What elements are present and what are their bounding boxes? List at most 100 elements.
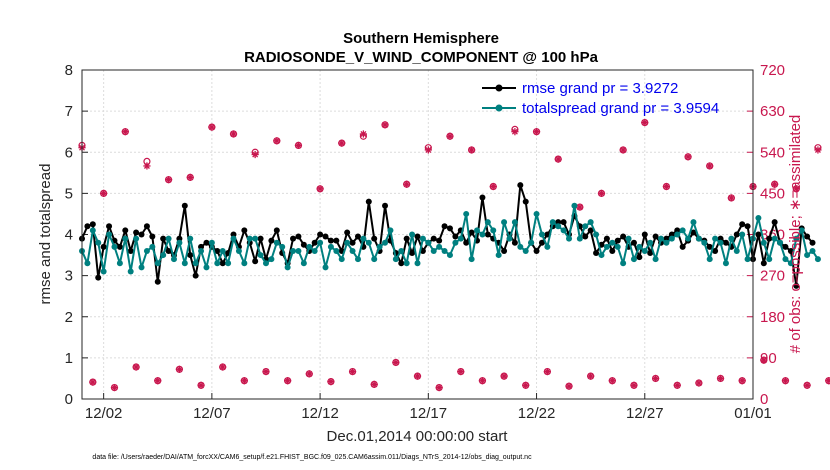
plot-frame xyxy=(81,69,754,400)
obs-assimilated-point xyxy=(597,189,606,197)
totalspread-point xyxy=(246,235,253,242)
rmse-point xyxy=(479,194,486,201)
totalspread-point xyxy=(782,256,789,263)
totalspread-point xyxy=(154,260,161,267)
rmse-point xyxy=(804,233,811,240)
totalspread-point xyxy=(582,223,589,230)
rmse-point xyxy=(468,229,475,236)
totalspread-point xyxy=(771,235,778,242)
rmse-point xyxy=(127,247,134,254)
series-lines xyxy=(79,182,821,289)
y-tick-label: 4 xyxy=(65,227,73,244)
obs-assimilated-point xyxy=(435,383,443,392)
rmse-point xyxy=(371,235,378,242)
obs-assimilated-point xyxy=(338,139,346,147)
y-tick-label: 0 xyxy=(65,391,73,408)
totalspread-point xyxy=(149,243,156,250)
rmse-point xyxy=(484,231,491,238)
obs-assimilated-point xyxy=(814,146,822,154)
obs-assimilated-point xyxy=(781,377,790,385)
totalspread-point xyxy=(593,231,600,238)
totalspread-point xyxy=(560,227,567,234)
obs-assimilated-point xyxy=(143,162,151,170)
legend-spread-label: totalspread grand pr = 3.9594 xyxy=(522,100,719,117)
rmse-point xyxy=(84,223,91,230)
obs-assimilated-point xyxy=(208,123,216,131)
totalspread-point xyxy=(160,252,167,259)
rmse-point xyxy=(138,231,145,238)
obs-assimilated-point xyxy=(532,128,541,136)
rmse-point xyxy=(430,235,437,242)
totalspread-point xyxy=(430,247,437,254)
totalspread-point xyxy=(241,260,248,267)
obs-assimilated-point xyxy=(792,185,800,193)
rmse-point xyxy=(160,235,167,242)
y-tick-label: 5 xyxy=(65,185,73,202)
totalspread-point xyxy=(279,243,286,250)
rmse-point xyxy=(333,237,340,244)
obs-assimilated-point xyxy=(316,185,324,193)
totalspread-point xyxy=(284,264,291,271)
obs-assimilated-point xyxy=(695,379,703,387)
x-axis-label: Dec.01,2014 00:00:00 start xyxy=(327,428,509,445)
totalspread-point xyxy=(511,219,518,226)
totalspread-point xyxy=(354,256,361,263)
obs-assimilated-point xyxy=(500,372,508,380)
totalspread-point xyxy=(419,235,426,242)
totalspread-point xyxy=(641,247,648,254)
rmse-point xyxy=(636,254,643,261)
obs-assimilated-point xyxy=(273,137,281,145)
obs-assimilated-point xyxy=(576,203,584,211)
totalspread-point xyxy=(787,260,794,267)
rmse-point xyxy=(176,235,183,242)
rmse-point xyxy=(252,258,259,265)
obs-assimilated-point xyxy=(121,128,129,136)
totalspread-point xyxy=(598,252,605,259)
totalspread-point xyxy=(170,256,177,263)
totalspread-point xyxy=(322,264,329,271)
totalspread-point xyxy=(116,260,123,267)
totalspread-point xyxy=(474,227,481,234)
y-right-tick-label: 0 xyxy=(760,391,768,408)
totalspread-point xyxy=(555,223,562,230)
totalspread-point xyxy=(620,260,627,267)
totalspread-point xyxy=(382,239,389,246)
totalspread-point xyxy=(95,239,102,246)
obs-assimilated-point xyxy=(554,155,562,163)
totalspread-point xyxy=(717,239,724,246)
totalspread-point xyxy=(403,260,410,267)
obs-assimilated-point xyxy=(760,356,768,364)
totalspread-point xyxy=(311,247,318,254)
obs-assimilated-point xyxy=(478,377,487,385)
totalspread-point xyxy=(192,260,199,267)
rmse-point xyxy=(517,182,524,189)
obs-assimilated-point xyxy=(284,377,292,385)
rmse-point xyxy=(739,221,746,228)
totalspread-point xyxy=(679,227,686,234)
totalspread-point xyxy=(668,235,675,242)
y-tick-label: 1 xyxy=(65,350,73,367)
rmse-point xyxy=(317,231,324,238)
obs-assimilated-point xyxy=(684,153,692,161)
rmse-point xyxy=(744,223,751,230)
rmse-point xyxy=(322,233,329,240)
totalspread-point xyxy=(122,235,129,242)
rmse-point xyxy=(268,237,275,244)
totalspread-point xyxy=(528,239,535,246)
rmse-point xyxy=(165,247,172,254)
obs-assimilated-point xyxy=(727,194,735,202)
rmse-point xyxy=(560,219,567,226)
rmse-point xyxy=(198,243,205,250)
obs-assimilated-point xyxy=(381,121,389,129)
y-right-tick-label: 630 xyxy=(760,103,785,120)
rmse-point xyxy=(679,243,686,250)
totalspread-point xyxy=(219,247,226,254)
totalspread-point xyxy=(165,235,172,242)
obs-assimilated-point xyxy=(197,381,205,389)
totalspread-point xyxy=(392,256,399,263)
rmse-point xyxy=(674,227,681,234)
totalspread-point xyxy=(436,243,443,250)
rmse-point xyxy=(187,252,194,259)
totalspread-point xyxy=(290,247,297,254)
obs-assimilated-point xyxy=(154,377,162,385)
